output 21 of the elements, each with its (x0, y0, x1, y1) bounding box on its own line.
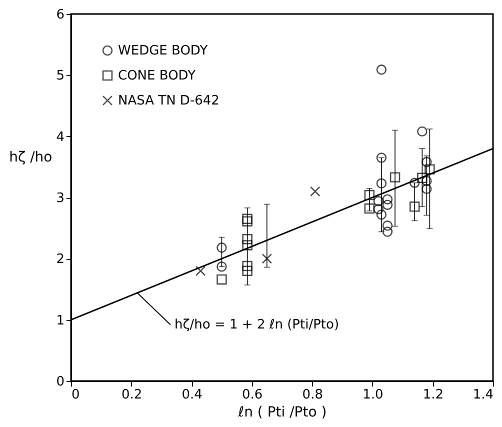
x-tick-label: 1.4 (472, 388, 494, 402)
x-tick-label: 0.6 (242, 388, 263, 402)
x-tick-label: 0 (72, 388, 80, 402)
x-tick-label: 1.2 (422, 388, 444, 402)
y-tick-label: 2 (56, 252, 64, 268)
legend-label: CONE BODY (118, 68, 196, 84)
y-tick-label: 1 (56, 313, 64, 328)
x-tick-label: 0.4 (182, 388, 202, 402)
legend-label: WEDGE BODY (118, 44, 208, 58)
y-tick-label: 4 (56, 130, 64, 145)
x-tick-label: 0.2 (121, 388, 142, 402)
y-tick-label: 3 (56, 191, 64, 206)
legend-label: NASA TN D-642 (118, 94, 220, 108)
x-axis-title: ℓn ( Pti /Pto ) (237, 404, 327, 420)
x-tick-label: 1.0 (362, 388, 384, 402)
y-axis-title: hζ /ho (9, 150, 52, 166)
annotation: hζ/ho = 1 + 2 ℓn (Pti/Pto) (174, 318, 340, 333)
y-tick-label: 6 (56, 8, 64, 22)
y-tick-label: 5 (56, 68, 64, 84)
x-tick-label: 0.8 (302, 388, 323, 402)
y-tick-label: 0 (56, 374, 64, 390)
